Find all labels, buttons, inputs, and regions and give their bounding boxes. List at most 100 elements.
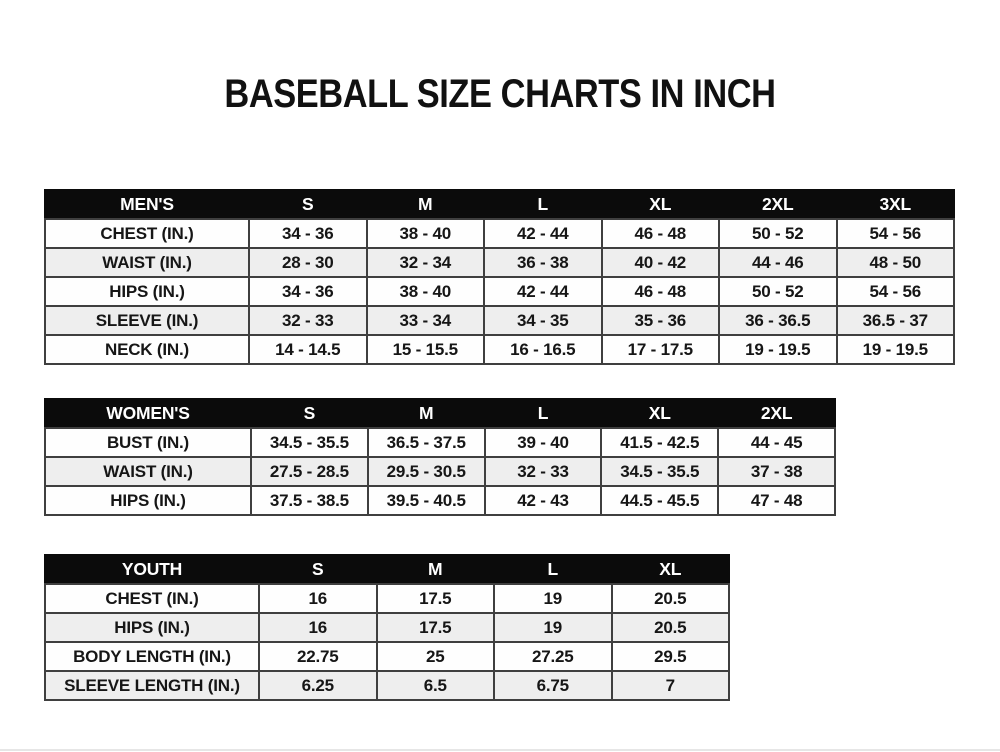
size-value-cell: 39 - 40 [483, 427, 603, 458]
size-value-cell: 22.75 [258, 641, 378, 672]
row-label-cell: WAIST (IN.) [44, 456, 252, 487]
size-value-cell: 28 - 30 [248, 247, 368, 278]
row-label-cell: CHEST (IN.) [44, 583, 260, 614]
table-row: BODY LENGTH (IN.) 22.75 25 27.25 29.5 [44, 641, 730, 672]
size-value-cell: 17 - 17.5 [600, 334, 720, 365]
youth-size-table: YOUTH S M L XL CHEST (IN.) 16 17.5 19 20.5 HIPS (I… [44, 554, 730, 701]
size-value-cell: 33 - 34 [365, 305, 485, 336]
size-value-cell: 15 - 15.5 [365, 334, 485, 365]
mens-size-column-header: S [248, 189, 368, 220]
mens-header-row: MEN'S S M L XL 2XL 3XL [44, 189, 955, 220]
size-value-cell: 38 - 40 [365, 276, 485, 307]
size-value-cell: 6.25 [258, 670, 378, 701]
size-value-cell: 44.5 - 45.5 [600, 485, 720, 516]
size-value-cell: 19 [493, 583, 613, 614]
size-value-cell: 20.5 [610, 612, 730, 643]
size-value-cell: 48 - 50 [835, 247, 955, 278]
size-value-cell: 29.5 - 30.5 [366, 456, 486, 487]
table-row: HIPS (IN.) 16 17.5 19 20.5 [44, 612, 730, 643]
row-label-cell: SLEEVE (IN.) [44, 305, 250, 336]
size-value-cell: 16 [258, 583, 378, 614]
size-value-cell: 50 - 52 [718, 218, 838, 249]
mens-size-column-header: M [365, 189, 485, 220]
womens-size-column-header: M [366, 398, 486, 429]
table-row: CHEST (IN.) 16 17.5 19 20.5 [44, 583, 730, 614]
size-value-cell: 19 [493, 612, 613, 643]
mens-size-column-header: L [483, 189, 603, 220]
size-value-cell: 42 - 44 [483, 276, 603, 307]
size-value-cell: 46 - 48 [600, 276, 720, 307]
size-value-cell: 37.5 - 38.5 [250, 485, 369, 516]
row-label-cell: HIPS (IN.) [44, 485, 252, 516]
table-row: WAIST (IN.) 28 - 30 32 - 34 36 - 38 40 - 42 4… [44, 247, 955, 278]
row-label-cell: BODY LENGTH (IN.) [44, 641, 260, 672]
womens-size-column-header: L [483, 398, 603, 429]
image-bottom-edge [0, 749, 1000, 751]
table-row: CHEST (IN.) 34 - 36 38 - 40 42 - 44 46 - 48 5… [44, 218, 955, 249]
size-value-cell: 38 - 40 [365, 218, 485, 249]
row-label-cell: SLEEVE LENGTH (IN.) [44, 670, 260, 701]
size-value-cell: 36 - 36.5 [718, 305, 838, 336]
womens-size-column-header: 2XL [717, 398, 836, 429]
size-value-cell: 35 - 36 [600, 305, 720, 336]
row-label-cell: WAIST (IN.) [44, 247, 250, 278]
youth-table-title-cell: YOUTH [44, 554, 260, 585]
mens-size-column-header: XL [600, 189, 720, 220]
row-label-cell: HIPS (IN.) [44, 612, 260, 643]
womens-size-column-header: XL [600, 398, 720, 429]
womens-size-column-header: S [250, 398, 369, 429]
row-label-cell: BUST (IN.) [44, 427, 252, 458]
page-title: BASEBALL SIZE CHARTS IN INCH [224, 72, 776, 116]
size-value-cell: 6.75 [493, 670, 613, 701]
size-value-cell: 14 - 14.5 [248, 334, 368, 365]
size-value-cell: 42 - 43 [483, 485, 603, 516]
size-value-cell: 54 - 56 [835, 276, 955, 307]
size-value-cell: 34 - 36 [248, 218, 368, 249]
womens-header-row: WOMEN'S S M L XL 2XL [44, 398, 836, 429]
size-value-cell: 42 - 44 [483, 218, 603, 249]
mens-table-title-cell: MEN'S [44, 189, 250, 220]
size-value-cell: 34.5 - 35.5 [600, 456, 720, 487]
table-row: SLEEVE LENGTH (IN.) 6.25 6.5 6.75 7 [44, 670, 730, 701]
table-row: SLEEVE (IN.) 32 - 33 33 - 34 34 - 35 35 - 36… [44, 305, 955, 336]
mens-size-table: MEN'S S M L XL 2XL 3XL CHEST (IN.) 34 - 36 38 - 4… [44, 189, 955, 365]
size-value-cell: 19 - 19.5 [718, 334, 838, 365]
size-value-cell: 44 - 45 [717, 427, 836, 458]
size-value-cell: 50 - 52 [718, 276, 838, 307]
size-value-cell: 27.25 [493, 641, 613, 672]
size-value-cell: 7 [610, 670, 730, 701]
size-value-cell: 32 - 34 [365, 247, 485, 278]
table-row: NECK (IN.) 14 - 14.5 15 - 15.5 16 - 16.5 17 … [44, 334, 955, 365]
size-value-cell: 19 - 19.5 [835, 334, 955, 365]
size-value-cell: 44 - 46 [718, 247, 838, 278]
size-value-cell: 47 - 48 [717, 485, 836, 516]
youth-size-column-header: S [258, 554, 378, 585]
size-value-cell: 29.5 [610, 641, 730, 672]
size-value-cell: 6.5 [375, 670, 495, 701]
mens-size-column-header: 3XL [835, 189, 955, 220]
size-value-cell: 37 - 38 [717, 456, 836, 487]
table-row: WAIST (IN.) 27.5 - 28.5 29.5 - 30.5 32 - 33… [44, 456, 836, 487]
size-value-cell: 34 - 36 [248, 276, 368, 307]
table-row: HIPS (IN.) 37.5 - 38.5 39.5 - 40.5 42 - 43 4… [44, 485, 836, 516]
size-value-cell: 36.5 - 37 [835, 305, 955, 336]
size-value-cell: 17.5 [375, 583, 495, 614]
size-value-cell: 54 - 56 [835, 218, 955, 249]
size-value-cell: 46 - 48 [600, 218, 720, 249]
size-value-cell: 39.5 - 40.5 [366, 485, 486, 516]
size-value-cell: 40 - 42 [600, 247, 720, 278]
size-value-cell: 32 - 33 [483, 456, 603, 487]
size-value-cell: 16 - 16.5 [483, 334, 603, 365]
row-label-cell: NECK (IN.) [44, 334, 250, 365]
youth-header-row: YOUTH S M L XL [44, 554, 730, 585]
size-value-cell: 20.5 [610, 583, 730, 614]
row-label-cell: HIPS (IN.) [44, 276, 250, 307]
youth-size-column-header: XL [610, 554, 730, 585]
womens-size-table: WOMEN'S S M L XL 2XL BUST (IN.) 34.5 - 35.5 36.5… [44, 398, 836, 516]
youth-size-column-header: L [493, 554, 613, 585]
size-value-cell: 36.5 - 37.5 [366, 427, 486, 458]
youth-size-column-header: M [375, 554, 495, 585]
row-label-cell: CHEST (IN.) [44, 218, 250, 249]
table-row: BUST (IN.) 34.5 - 35.5 36.5 - 37.5 39 - 40 4… [44, 427, 836, 458]
size-value-cell: 41.5 - 42.5 [600, 427, 720, 458]
